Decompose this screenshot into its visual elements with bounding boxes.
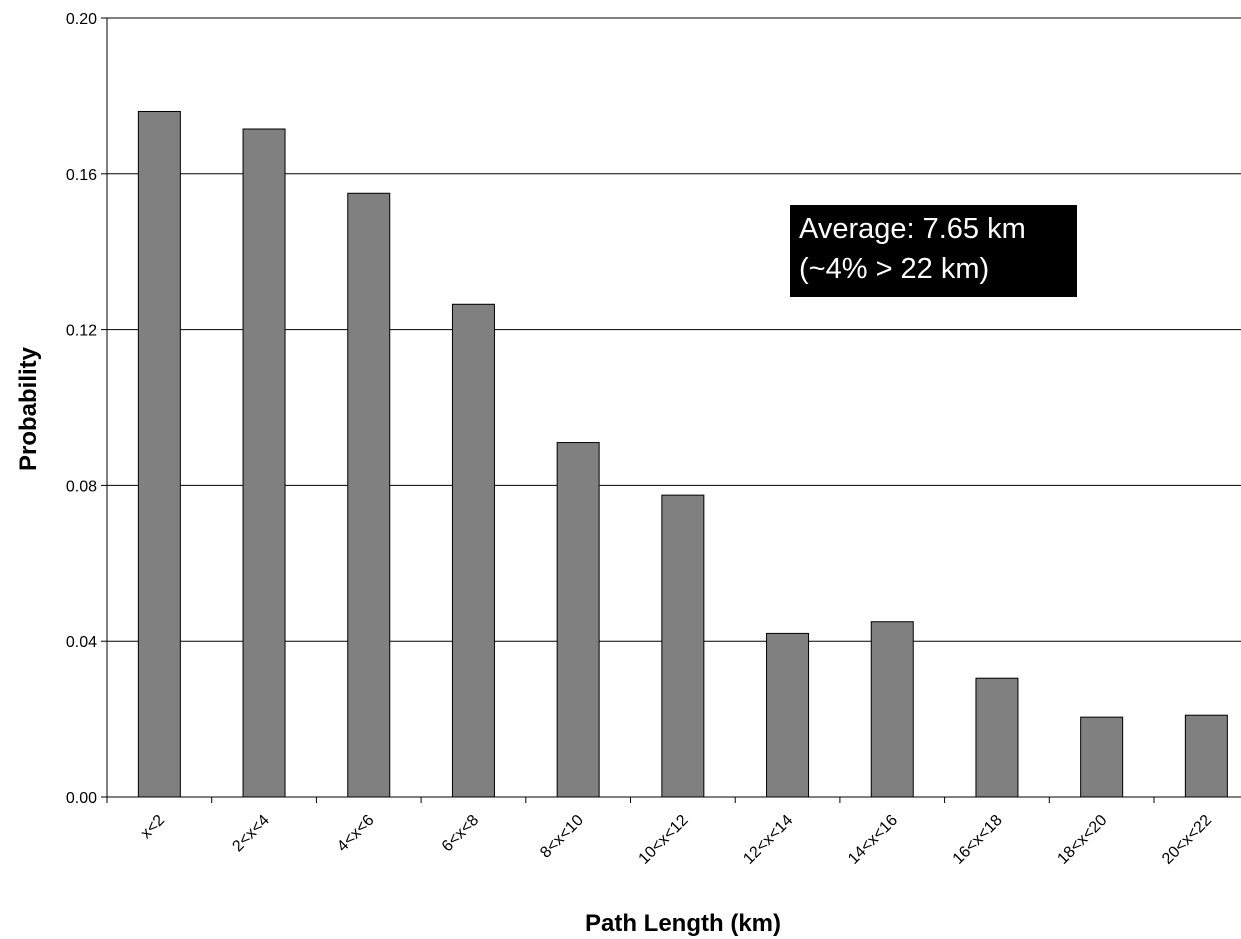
bar [137, 110, 181, 798]
y-axis-title: Probability [15, 346, 42, 471]
bar [975, 677, 1019, 798]
x-tick-label: 12<x<14 [740, 812, 796, 868]
x-tick-label: x<2 [138, 812, 169, 843]
x-tick-label: 10<x<12 [636, 812, 692, 868]
bar [870, 621, 914, 798]
axes [101, 17, 1241, 803]
x-tick-label: 6<x<8 [439, 812, 483, 856]
bar [347, 192, 391, 798]
y-tick-label: 0.16 [66, 167, 97, 184]
x-axis-title: Path Length (km) [585, 910, 781, 937]
y-tick-label: 0.08 [66, 478, 97, 495]
average-annotation: Average: 7.65 km (~4% > 22 km) [790, 205, 1077, 297]
y-tick-label: 0.04 [66, 634, 97, 651]
y-tick-label: 0.12 [66, 323, 97, 340]
x-tick-label: 20<x<22 [1159, 812, 1215, 868]
annotation-line-1: Average: 7.65 km [799, 213, 1026, 245]
y-tick-label: 0.00 [66, 790, 97, 807]
x-tick-label: 14<x<16 [845, 812, 901, 868]
x-tick-label: 4<x<6 [334, 812, 378, 856]
bar [556, 442, 600, 798]
bar [766, 632, 810, 798]
x-tick-labels: x<2 2<x<4 4<x<6 6<x<8 8<x<10 10<x<12 12<x<14 14… [138, 812, 1216, 868]
bar [451, 303, 495, 798]
bar [661, 494, 705, 798]
gridlines [107, 17, 1241, 642]
y-tick-label: 0.20 [66, 11, 97, 28]
y-tick-labels: 0.00 0.04 0.08 0.12 0.16 0.20 [66, 11, 97, 807]
x-tick-label: 8<x<10 [537, 812, 587, 862]
x-tick-label: 2<x<4 [229, 812, 273, 856]
bar [242, 128, 286, 798]
annotation-line-2: (~4% > 22 km) [799, 253, 990, 285]
bar [1080, 716, 1124, 798]
x-tick-label: 16<x<18 [950, 812, 1006, 868]
bars [137, 110, 1228, 798]
bar [1184, 714, 1228, 798]
x-tick-label: 18<x<20 [1054, 812, 1110, 868]
